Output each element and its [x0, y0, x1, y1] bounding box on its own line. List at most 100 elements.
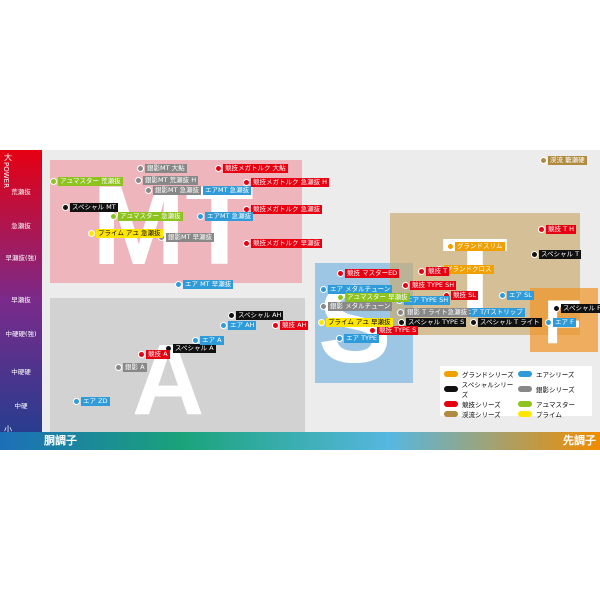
rod-item: スペシャル TYPE S: [398, 318, 467, 327]
rod-item: スペシャル MT: [62, 203, 118, 212]
rod-dot: [137, 165, 144, 172]
rod-label: 銀影MT 荒瀬抜 H: [143, 176, 199, 185]
legend-swatch: [444, 411, 458, 417]
rod-dot: [73, 398, 80, 405]
legend-label: 銀影シリーズ: [536, 386, 575, 394]
rod-label: スペシャル TYPE S: [406, 318, 467, 327]
rod-label: プライム アユ 急瀬抜: [96, 229, 163, 238]
power-level: 荒瀬抜: [11, 188, 31, 196]
rod-item: アユマスター 急瀬抜: [110, 212, 183, 221]
rod-item: エア A: [192, 336, 224, 345]
rod-label: 競技 AH: [280, 321, 309, 330]
rod-label: 競技 T: [426, 267, 450, 276]
rod-dot: [135, 177, 142, 184]
power-level: 早瀬抜: [11, 296, 31, 304]
rod-item: 競技 マスターED: [337, 269, 400, 278]
rod-label: 競技メガトルク 急瀬抜: [251, 205, 323, 214]
rod-item: アユマスター 荒瀬抜: [50, 177, 123, 186]
rod-label: アユマスター 急瀬抜: [118, 212, 183, 221]
power-bar: [0, 150, 42, 450]
rod-label: アユマスター 早瀬抜: [345, 293, 410, 302]
rod-item: スペシャル T ライト: [470, 318, 542, 327]
rod-item: 銀影 T ライト急瀬抜: [397, 308, 470, 317]
rod-item: 銀影 メタルチューン: [320, 302, 393, 311]
rod-item: スペシャル F: [553, 304, 600, 313]
rod-dot: [397, 309, 404, 316]
legend-entry: グランドシリーズ: [444, 369, 518, 379]
rod-label: 競技 SL: [451, 291, 478, 300]
rod-dot: [545, 319, 552, 326]
power-level: 中硬: [14, 402, 28, 410]
legend-entry: 銀影シリーズ: [518, 379, 592, 399]
rod-label: エア TYPE: [344, 334, 380, 343]
rod-label: 銀影MT 急瀬抜: [153, 186, 202, 195]
legend-swatch: [444, 401, 458, 407]
legend-swatch: [444, 371, 458, 377]
rod-item: 銀影MT 荒瀬抜 H: [135, 176, 199, 185]
rod-item: スペシャル A: [165, 344, 216, 353]
rod-label: エア T/Tストリップ: [463, 308, 525, 317]
rod-dot: [369, 327, 376, 334]
legend-entry: 競技シリーズ: [444, 399, 518, 409]
rod-label: スペシャル T ライト: [478, 318, 542, 327]
rod-dot: [336, 335, 343, 342]
rod-label: プライム アユ 早瀬抜: [326, 318, 393, 327]
rod-item: スペシャル T: [531, 250, 582, 259]
rod-item: プライム アユ 急瀬抜: [88, 229, 163, 238]
rod-label: 競技メガトルク 急瀬抜 H: [251, 178, 330, 187]
rod-label: 競技 TYPE SH: [410, 281, 457, 290]
rod-dot: [418, 268, 425, 275]
rod-label: グランドクロス: [444, 265, 494, 274]
rod-dot: [318, 319, 325, 326]
legend-label: 競技シリーズ: [462, 401, 501, 409]
rod-dot: [398, 319, 405, 326]
legend-label: エアシリーズ: [536, 371, 575, 379]
legend-label: プライム: [536, 411, 562, 419]
legend: グランドシリーズ エアシリーズスペシャルシリーズ 銀影シリーズ競技シリーズ アユマスタ…: [440, 366, 592, 419]
rod-item: 銀影 A: [115, 363, 147, 372]
rod-item: スペシャル AH: [228, 311, 284, 320]
tone-right: 先調子: [563, 434, 596, 447]
rod-label: 競技メガトルク 大鮎: [223, 164, 288, 173]
rod-label: スペシャル AH: [236, 311, 284, 320]
rod-item: 競技 TYPE S: [369, 326, 419, 335]
rod-label: 競技 A: [146, 350, 170, 359]
rod-dot: [531, 251, 538, 258]
legend-entry: プライム: [518, 409, 592, 419]
legend-label: スペシャルシリーズ: [461, 381, 514, 399]
legend-entry: スペシャルシリーズ: [444, 379, 518, 399]
rod-dot: [145, 187, 152, 194]
rod-label: スペシャル A: [173, 344, 216, 353]
rod-item: アユマスター 早瀬抜: [337, 293, 410, 302]
rod-label: エア TYPE SH: [404, 296, 451, 305]
rod-label: 銀影 メタルチューン: [328, 302, 393, 311]
rod-dot: [337, 294, 344, 301]
rod-label: スペシャル T: [539, 250, 582, 259]
legend-swatch: [518, 411, 532, 417]
rod-item: エア F: [545, 318, 576, 327]
power-level: 中硬硬(強): [5, 330, 37, 338]
rod-label: 渓流 籠瀬硬: [548, 156, 587, 165]
rod-label: 競技 TYPE S: [377, 326, 419, 335]
rod-dot: [88, 230, 95, 237]
legend-entry: エアシリーズ: [518, 369, 592, 379]
rod-dot: [320, 303, 327, 310]
legend-swatch: [518, 371, 532, 377]
rod-dot: [197, 213, 204, 220]
rod-item: エア SL: [499, 291, 534, 300]
legend-swatch: [518, 386, 532, 392]
rod-item: エアMT 急瀬抜: [197, 212, 254, 221]
power-high: 大: [4, 153, 12, 162]
legend-entry: アユマスター: [518, 399, 592, 409]
rod-label: 競技メガトルク 早瀬抜: [251, 239, 323, 248]
rod-dot: [272, 322, 279, 329]
rod-item: 競技 T H: [538, 225, 576, 234]
legend-swatch: [444, 386, 458, 392]
rod-dot: [220, 322, 227, 329]
rod-dot: [553, 305, 560, 312]
rod-item: 競技メガトルク 大鮎: [215, 164, 288, 173]
rod-label: 銀影 A: [123, 363, 147, 372]
power-label: POWER: [2, 162, 10, 188]
rod-dot: [138, 351, 145, 358]
